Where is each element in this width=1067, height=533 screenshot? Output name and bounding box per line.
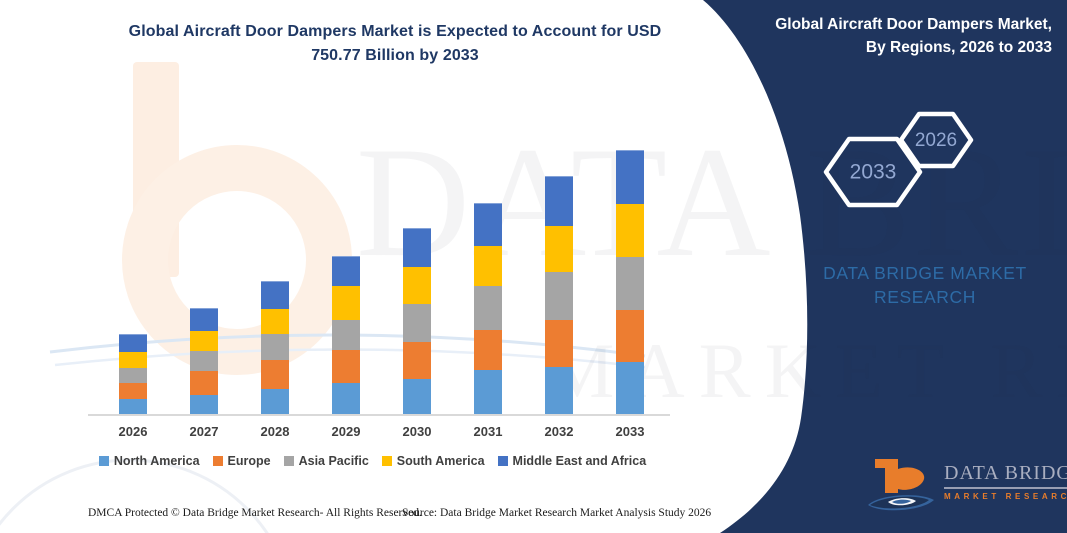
hexagon-2026 [898,111,974,169]
panel-brand-line1: DATA BRIDGE MARKET [823,263,1027,283]
bar-segment-2032-south-america [545,224,573,273]
bar-segment-2032-north-america [545,366,573,415]
bar-segment-2033-south-america [616,202,644,258]
bar-segment-2026-north-america [119,397,147,415]
bar-segment-2033-middle-east-and-africa [616,150,644,204]
bar-segment-2033-asia-pacific [616,256,644,311]
bar-segment-2027-europe [190,370,218,396]
bar-segment-2029-south-america [332,285,360,320]
x-axis-label-2026: 2026 [118,424,148,439]
bar-segment-2029-asia-pacific [332,318,360,350]
x-axis-label-2027: 2027 [189,424,219,439]
bar-segment-2028-asia-pacific [261,333,289,361]
logo-subtitle-text: MARKET RESEARCH [944,492,1067,501]
bar-segment-2033-europe [616,309,644,363]
panel-brand-line2: RESEARCH [873,287,977,307]
bar-segment-2031-north-america [474,369,502,415]
x-axis-line [88,414,670,416]
bar-segment-2028-middle-east-and-africa [261,280,289,309]
legend-item-asia-pacific: Asia Pacific [283,454,369,468]
panel-brand-text: DATA BRIDGE MARKET RESEARCH [775,261,1067,309]
bar-segment-2027-north-america [190,394,218,415]
bar-segment-2026-asia-pacific [119,366,147,383]
legend-label: Asia Pacific [298,454,369,468]
bar-segment-2030-middle-east-and-africa [403,228,431,268]
hexagon-2033-label: 2033 [850,161,897,184]
chart-legend: North America Europe Asia Pacific South Ame… [60,454,685,468]
hexagon-2033 [823,136,923,208]
bar-segment-2028-europe [261,359,289,390]
panel-title-line1: Global Aircraft Door Dampers Market, [775,16,1052,33]
legend-swatch [497,456,508,466]
logo-name-text: DATA BRIDGE [944,462,1067,489]
chart-title-line2: 750.77 Billion by 2033 [311,47,479,64]
x-axis-label-2033: 2033 [615,424,645,439]
panel-title-line2: By Regions, 2026 to 2033 [865,39,1052,56]
bar-segment-2028-north-america [261,388,289,415]
legend-label: Europe [227,454,271,468]
bar-segment-2032-europe [545,318,573,368]
x-axis-label-2028: 2028 [260,424,290,439]
year-hexagons: 2033 2026 [823,111,974,208]
bar-segment-2032-asia-pacific [545,271,573,320]
x-axis-label-2032: 2032 [544,424,574,439]
bar-segment-2030-europe [403,341,431,380]
legend-item-middle-east-and-africa: Middle East and Africa [497,454,647,468]
source-note: Source: Data Bridge Market Research Mark… [402,507,712,519]
bar-segment-2029-europe [332,348,360,383]
bar-segment-2026-middle-east-and-africa [119,334,147,352]
hexagon-2026-label: 2026 [915,130,957,151]
legend-item-north-america: North America [98,454,200,468]
legend-swatch [381,456,392,466]
legend-swatch [283,456,294,466]
legend-label: South America [396,454,485,468]
dmca-notice: DMCA Protected © Data Bridge Market Rese… [88,507,422,519]
databridge-logo-icon [868,459,934,511]
bar-segment-2031-middle-east-and-africa [474,202,502,246]
legend-item-europe: Europe [212,454,271,468]
legend-label: Middle East and Africa [512,454,647,468]
bar-segment-2031-south-america [474,245,502,286]
bar-segment-2032-middle-east-and-africa [545,176,573,226]
bar-segment-2026-south-america [119,350,147,368]
legend-label: North America [113,454,200,468]
x-axis-label-2029: 2029 [331,424,361,439]
bar-segment-2026-europe [119,382,147,399]
bar-segment-2029-north-america [332,382,360,415]
x-axis-label-2031: 2031 [473,424,503,439]
bar-segment-2031-asia-pacific [474,285,502,330]
panel-title: Global Aircraft Door Dampers Market, By … [726,13,1052,59]
chart-title: Global Aircraft Door Dampers Market is E… [65,20,725,68]
bar-segment-2029-middle-east-and-africa [332,256,360,287]
bar-segment-2030-north-america [403,378,431,415]
bar-segment-2030-south-america [403,266,431,304]
bar-segment-2031-europe [474,329,502,371]
bar-segment-2033-north-america [616,361,644,415]
legend-item-south-america: South America [381,454,485,468]
bar-segment-2027-south-america [190,329,218,351]
legend-swatch [98,456,109,466]
chart-title-line1: Global Aircraft Door Dampers Market is E… [128,23,662,40]
bar-segment-2030-asia-pacific [403,302,431,342]
bar-segment-2027-middle-east-and-africa [190,307,218,331]
x-axis-label-2030: 2030 [402,424,432,439]
bar-segment-2028-south-america [261,307,289,335]
legend-swatch [212,456,223,466]
databridge-logo: DATA BRIDGE MARKET RESEARCH [866,456,1067,514]
bar-segment-2027-asia-pacific [190,350,218,371]
